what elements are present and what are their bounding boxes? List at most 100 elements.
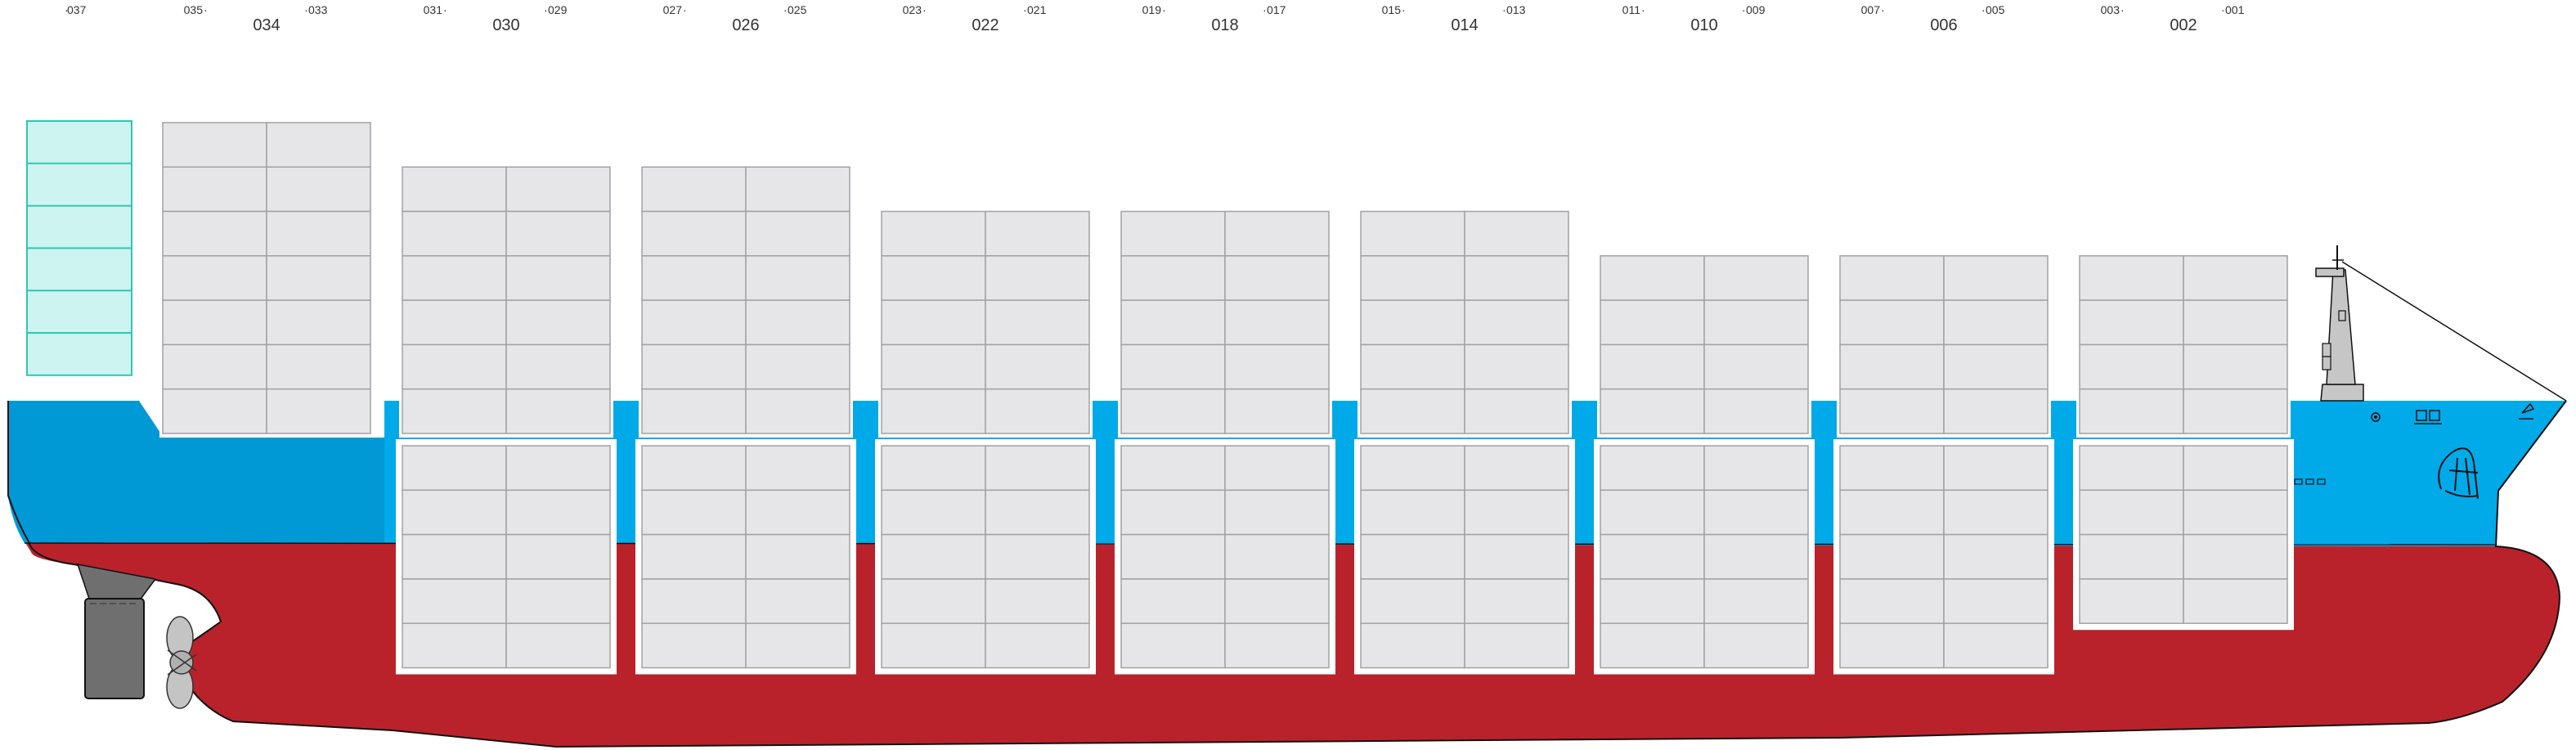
- hold-container: [985, 622, 1090, 669]
- deck-container: [505, 299, 611, 346]
- deck-container: [641, 344, 747, 390]
- hold-container: [1464, 578, 1569, 624]
- deck-container: [745, 210, 850, 257]
- deck-container: [1943, 299, 2049, 346]
- hold-container: [745, 578, 850, 624]
- deck-container: [1703, 388, 1809, 434]
- hold-container: [1464, 622, 1569, 669]
- hold-container: [745, 445, 850, 492]
- deck-container: [505, 166, 611, 213]
- hold-container: [1703, 445, 1809, 492]
- propeller: [166, 616, 197, 709]
- bay-label-013: 013: [1506, 3, 1526, 16]
- deck-container: [2079, 299, 2184, 346]
- bay-label-037-dot: ·: [65, 3, 69, 16]
- bay-label-separator: ·: [1641, 3, 1645, 16]
- deck-container: [745, 344, 850, 390]
- aft-reefer-stack: [26, 120, 132, 376]
- hold-container: [402, 578, 507, 624]
- hold-container: [1360, 578, 1465, 624]
- deck-container: [745, 299, 850, 346]
- deck-container: [641, 388, 747, 434]
- hold-container: [1839, 489, 1945, 536]
- bay-label-019: 019: [1142, 3, 1162, 16]
- bay-label-separator: ·: [1881, 3, 1885, 16]
- hold-container: [881, 489, 986, 536]
- deck-container: [1464, 388, 1569, 434]
- hold-container: [1360, 445, 1465, 492]
- deck-container: [1839, 344, 1945, 390]
- hold-container: [1943, 533, 2049, 580]
- hold-container: [1360, 489, 1465, 536]
- hold-container: [985, 578, 1090, 624]
- deck-container: [745, 255, 850, 301]
- bay-006: [1833, 254, 2054, 675]
- bay-label-033: 033: [308, 3, 328, 16]
- deck-container: [985, 299, 1090, 346]
- bay-label-separator: ·: [1162, 3, 1166, 16]
- hold-container: [402, 533, 507, 580]
- hold-container: [985, 533, 1090, 580]
- bay-label-separator: ·: [1502, 3, 1506, 16]
- hold-container: [1120, 578, 1226, 624]
- deck-container: [1839, 388, 1945, 434]
- hold-container: [402, 622, 507, 669]
- deck-container: [1360, 255, 1465, 301]
- bay-002: [2073, 254, 2294, 631]
- bay-label-separator: ·: [1742, 3, 1746, 16]
- hold-container: [1839, 622, 1945, 669]
- rudder-assembly: [76, 564, 157, 699]
- bay-label-separator: ·: [922, 3, 927, 16]
- bay-label-005: 005: [1986, 3, 2005, 16]
- deck-container: [1703, 255, 1809, 301]
- deck-container: [1224, 388, 1330, 434]
- bow-window-icon: [2416, 410, 2427, 421]
- deck-container: [1224, 299, 1330, 346]
- bay-label-030: 030: [492, 16, 519, 34]
- deck-container: [2183, 344, 2288, 390]
- hold-container: [1120, 533, 1226, 580]
- hold-container: [1224, 533, 1330, 580]
- hold-container: [1839, 445, 1945, 492]
- hold-container: [2079, 445, 2184, 492]
- bay-label-034: 034: [253, 16, 280, 34]
- bay-label-017: 017: [1267, 3, 1286, 16]
- deck-container: [745, 166, 850, 213]
- deck-container: [1464, 344, 1569, 390]
- hold-container: [641, 489, 747, 536]
- deck-container: [402, 299, 507, 346]
- deck-container: [162, 122, 267, 168]
- deck-container: [266, 299, 371, 346]
- hold-container: [881, 445, 986, 492]
- hold-container: [1600, 489, 1705, 536]
- deck-container: [881, 255, 986, 301]
- deck-container: [162, 299, 267, 346]
- hold-container: [2183, 445, 2288, 492]
- deck-container: [1600, 255, 1705, 301]
- deck-container: [266, 122, 371, 168]
- mast-base: [2320, 384, 2364, 402]
- hold-container: [1120, 489, 1226, 536]
- bay-030: [396, 166, 617, 675]
- hold-container: [1224, 489, 1330, 536]
- hull-markings: [2294, 478, 2326, 485]
- deck-container: [1464, 299, 1569, 346]
- bay-label-separator: ·: [1263, 3, 1267, 16]
- hold-container: [1703, 533, 1809, 580]
- bay-label-031: 031: [424, 3, 443, 16]
- hold-container: [1360, 622, 1465, 669]
- hold-container: [402, 489, 507, 536]
- deck-container: [505, 210, 611, 257]
- hold-container: [505, 445, 611, 492]
- deck-container: [881, 210, 986, 257]
- bay-label-separator: ·: [2221, 3, 2225, 16]
- hold-container: [1943, 445, 2049, 492]
- deck-container: [1120, 210, 1226, 257]
- bay-label-separator: ·: [783, 3, 788, 16]
- bay-label-001: 001: [2225, 3, 2245, 16]
- bay-026: [635, 166, 856, 675]
- container-bays: [159, 121, 2294, 675]
- bay-label-separator: ·: [544, 3, 548, 16]
- bay-label-037: 037: [67, 3, 87, 16]
